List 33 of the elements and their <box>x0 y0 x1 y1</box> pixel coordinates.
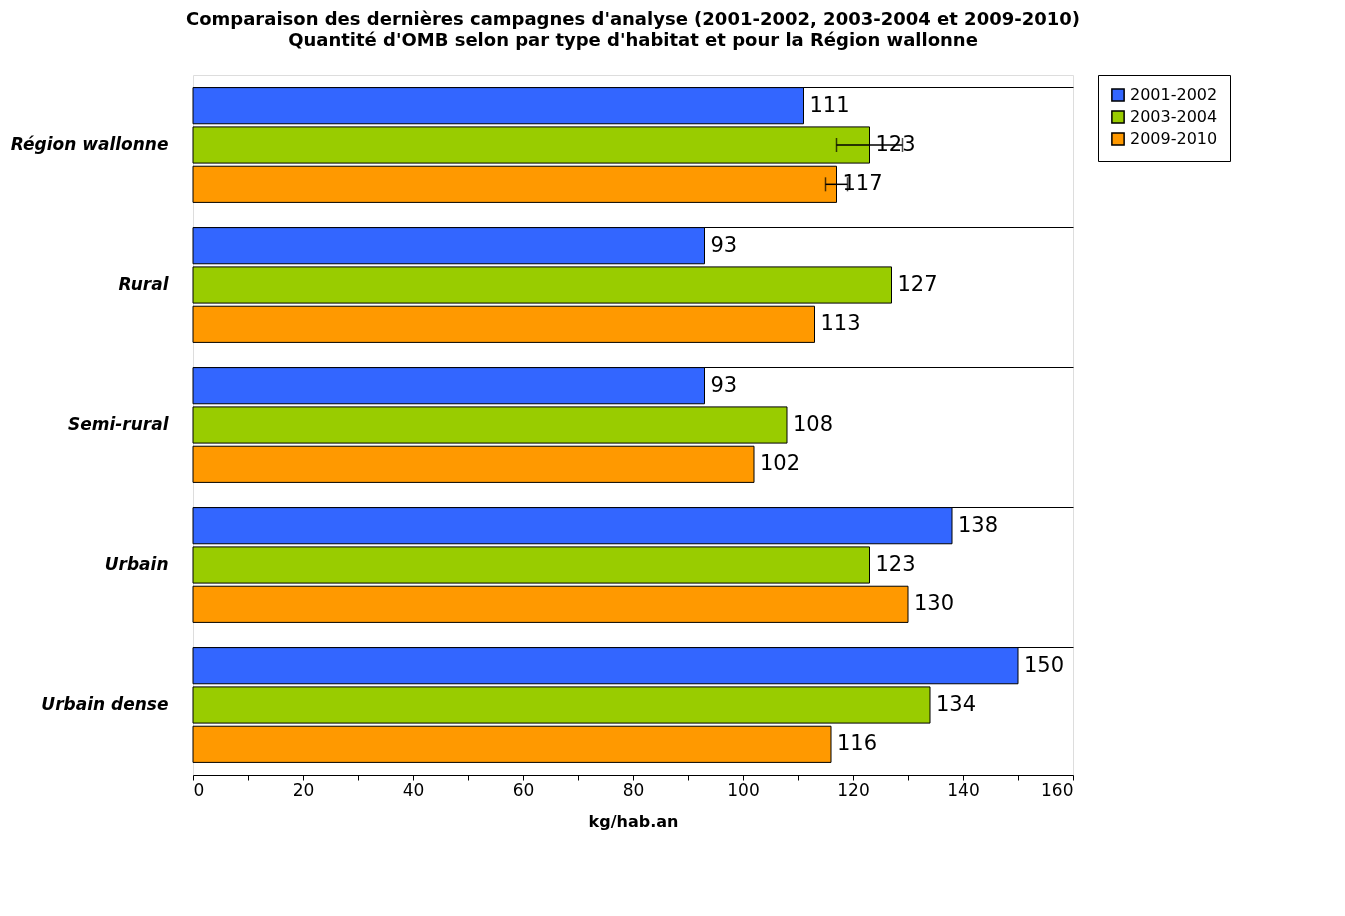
x-tick-label: 20 <box>292 779 315 800</box>
legend-label: 2001-2002 <box>1130 85 1218 104</box>
x-tick-label: 160 <box>1041 779 1074 800</box>
x-tick-label: 120 <box>837 779 870 800</box>
x-tick-label: 40 <box>402 779 425 800</box>
y-tick-label: Urbain <box>104 554 169 574</box>
y-tick-label: Rural <box>118 274 170 294</box>
data-label: 113 <box>820 311 861 336</box>
data-label: 93 <box>710 372 738 397</box>
data-label: 108 <box>793 412 834 436</box>
data-label: 134 <box>936 692 977 716</box>
y-tick-label: Région wallonne <box>10 134 169 154</box>
data-label: 138 <box>958 512 999 537</box>
x-tick-label: 60 <box>512 779 535 800</box>
data-label: 111 <box>809 92 850 117</box>
x-tick-label: 0 <box>193 779 205 800</box>
chart-subtitle: Quantité d'OMB selon par type d'habitat et pour la Région wallonne <box>288 28 978 50</box>
data-label: 116 <box>837 731 878 756</box>
data-label: 102 <box>760 451 801 476</box>
x-tick-label: 80 <box>622 779 645 800</box>
data-label: 123 <box>875 552 916 576</box>
x-axis-title: kg/hab.an <box>588 811 679 831</box>
data-label: 130 <box>914 591 955 616</box>
data-label: 127 <box>897 272 938 296</box>
y-tick-label: Urbain dense <box>41 694 169 714</box>
legend-label: 2003-2004 <box>1130 107 1218 126</box>
x-tick-label: 140 <box>947 779 980 800</box>
chart-title: Comparaison des dernières campagnes d'analyse (2001-2002, 2003-2004 et 2009-2010) <box>185 7 1081 29</box>
y-tick-label: Semi-rural <box>67 414 170 434</box>
legend-label: 2009-2010 <box>1130 129 1218 148</box>
data-label: 93 <box>710 232 738 257</box>
data-label: 150 <box>1024 652 1065 677</box>
x-tick-label: 100 <box>727 779 760 800</box>
